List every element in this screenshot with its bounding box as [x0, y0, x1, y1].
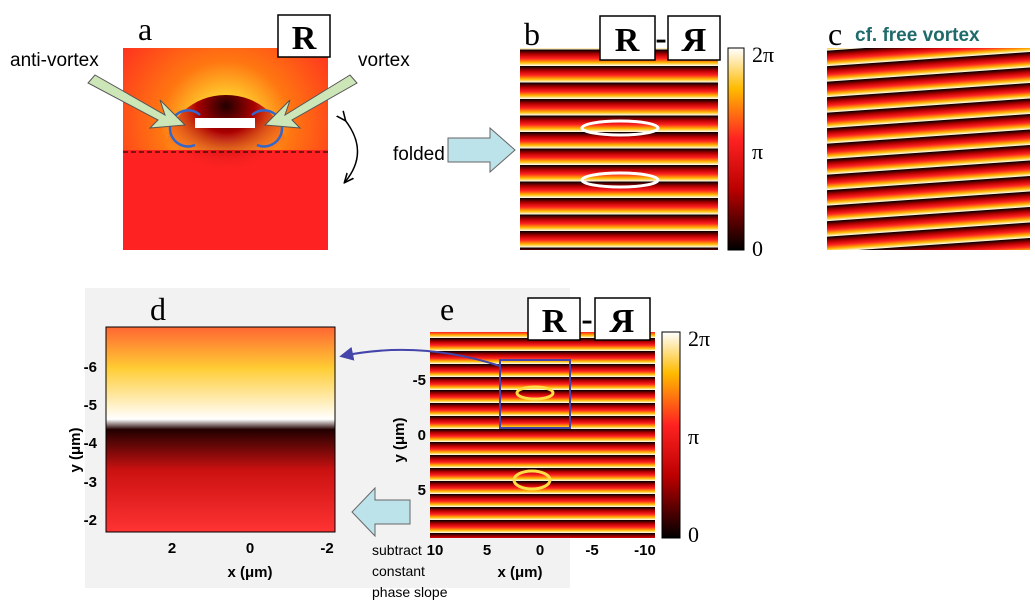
colorbar: [728, 48, 744, 250]
panel-title: cf. free vortex: [855, 25, 980, 46]
box-sep: -: [655, 20, 666, 57]
x-tick-label: -2: [320, 540, 333, 557]
phase-map: [520, 48, 718, 250]
box-sep: -: [581, 301, 592, 338]
panel-b: b R - R 2π π 0: [520, 16, 774, 261]
x-tick-label: 0: [536, 542, 544, 559]
box-text-mirrored: R: [609, 303, 634, 340]
y-tick-label: -3: [84, 474, 97, 491]
figure: a R anti-vortex vortex folded b R - R 2π…: [0, 0, 1035, 609]
y-tick-label: -4: [84, 435, 98, 452]
phase-map: [827, 48, 1030, 250]
colorbar-tick: 0: [752, 236, 763, 261]
x-tick-label: -5: [585, 542, 598, 559]
y-tick-label: 5: [418, 482, 426, 499]
panel-label: d: [150, 291, 166, 327]
box-text-mirrored: R: [681, 22, 706, 59]
colorbar-tick: 2π: [688, 326, 710, 351]
colorbar: [662, 332, 680, 538]
panel-label: c: [828, 16, 842, 52]
phase-map: [430, 332, 655, 538]
colorbar-tick: 2π: [752, 42, 774, 67]
x-tick-label: 10: [427, 542, 444, 559]
y-axis-label: y (μm): [67, 427, 84, 472]
y-tick-label: -2: [84, 512, 97, 529]
x-axis-label: x (μm): [497, 564, 542, 581]
y-tick-label: -5: [413, 372, 426, 389]
box-text: R: [542, 303, 567, 340]
box-text: R: [292, 20, 317, 57]
callout: anti-vortex: [10, 50, 99, 71]
panel-label: b: [524, 16, 540, 52]
colorbar-tick: π: [752, 139, 763, 164]
flow-arrow: [448, 128, 515, 172]
x-tick-label: 2: [168, 540, 176, 557]
y-tick-label: 0: [418, 427, 426, 444]
callout: vortex: [358, 50, 410, 71]
y-tick-label: -5: [84, 397, 97, 414]
panel-label: e: [440, 291, 454, 327]
x-tick-label: 5: [483, 542, 491, 559]
x-tick-label: -10: [634, 542, 656, 559]
panel-label: a: [138, 11, 152, 47]
panel-c: c cf. free vortex: [827, 16, 1030, 250]
phase-map: [106, 327, 335, 532]
note: subtract: [372, 542, 422, 558]
y-tick-label: -6: [84, 359, 97, 376]
x-tick-label: 0: [246, 540, 254, 557]
note: constant: [372, 563, 425, 579]
y-axis-label: y (μm): [391, 417, 408, 462]
fold-label: folded: [393, 144, 445, 165]
panel-a: a R anti-vortex vortex folded: [10, 11, 445, 250]
colorbar-tick: π: [688, 424, 699, 449]
note: phase slope: [372, 584, 448, 600]
colorbar-tick: 0: [688, 522, 699, 547]
box-text: R: [615, 22, 640, 59]
x-axis-label: x (μm): [227, 564, 272, 581]
fold-arrow: [345, 120, 358, 182]
